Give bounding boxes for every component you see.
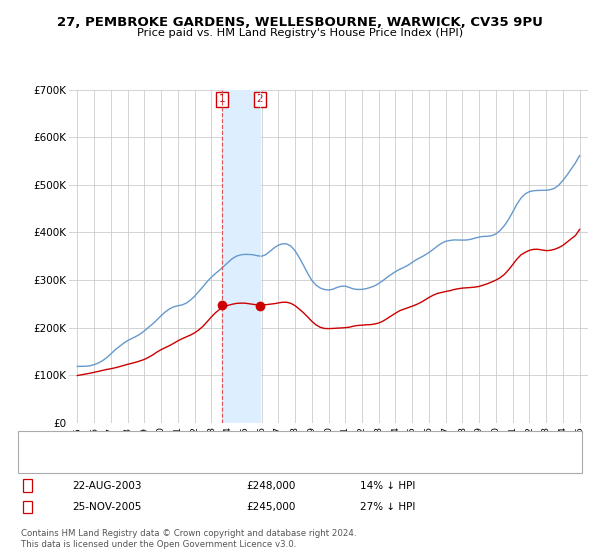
Text: 22-AUG-2003: 22-AUG-2003	[72, 480, 142, 491]
Text: 2: 2	[257, 94, 263, 104]
Text: £248,000: £248,000	[246, 480, 295, 491]
Text: 25-NOV-2005: 25-NOV-2005	[72, 502, 142, 512]
Text: £245,000: £245,000	[246, 502, 295, 512]
Text: 14% ↓ HPI: 14% ↓ HPI	[360, 480, 415, 491]
Text: 27, PEMBROKE GARDENS, WELLESBOURNE, WARWICK, CV35 9PU: 27, PEMBROKE GARDENS, WELLESBOURNE, WARW…	[57, 16, 543, 29]
Text: Contains HM Land Registry data © Crown copyright and database right 2024.
This d: Contains HM Land Registry data © Crown c…	[21, 529, 356, 549]
Text: HPI: Average price, detached house, Stratford-on-Avon: HPI: Average price, detached house, Stra…	[69, 456, 336, 466]
Text: 27, PEMBROKE GARDENS, WELLESBOURNE, WARWICK, CV35 9PU (detached house): 27, PEMBROKE GARDENS, WELLESBOURNE, WARW…	[69, 438, 478, 448]
Text: 2: 2	[24, 502, 31, 512]
Text: Price paid vs. HM Land Registry's House Price Index (HPI): Price paid vs. HM Land Registry's House …	[137, 28, 463, 38]
Text: 27% ↓ HPI: 27% ↓ HPI	[360, 502, 415, 512]
Bar	[222, 90, 260, 423]
Text: 1: 1	[24, 480, 31, 491]
Text: 1: 1	[219, 94, 226, 104]
